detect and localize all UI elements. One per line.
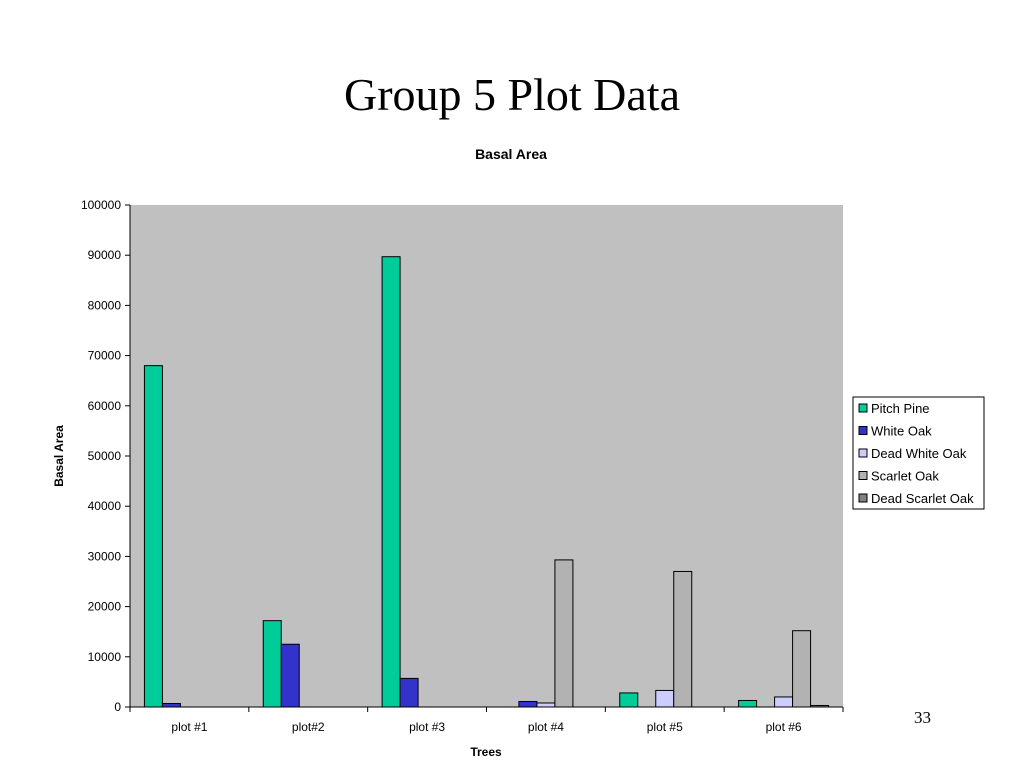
legend-label: White Oak [871, 424, 932, 439]
bars-group [143, 256, 830, 708]
bar-scarlet-oak [673, 570, 693, 708]
legend: Pitch Pine White Oak Dead White Oak Scarlet… [852, 396, 985, 510]
y-tick-label: 20000 [88, 600, 122, 614]
legend-label: Dead Scarlet Oak [871, 491, 974, 506]
y-tick-label: 10000 [88, 650, 122, 664]
bar-white-oak [280, 643, 300, 708]
x-tick-label: plot #4 [528, 720, 564, 734]
y-tick-label: 70000 [88, 349, 122, 363]
bar-pitch-pine [381, 256, 401, 708]
bar-white-oak [518, 700, 538, 708]
y-tick-label: 60000 [88, 399, 122, 413]
y-tick-label: 30000 [88, 549, 122, 563]
bar-scarlet-oak [792, 630, 812, 708]
legend-label: Dead White Oak [871, 446, 967, 461]
page-number: 33 [914, 708, 931, 727]
bar-white-oak [161, 702, 181, 708]
legend-swatch [858, 471, 868, 480]
x-tick-label: plot#2 [292, 720, 325, 734]
x-axis-label: Trees [470, 745, 502, 759]
x-tick-label: plot #6 [766, 720, 802, 734]
y-tick-label: 0 [114, 700, 121, 714]
legend-label: Scarlet Oak [871, 469, 939, 484]
y-axis-label: Basal Area [52, 425, 66, 487]
x-tick-label: plot #5 [647, 720, 683, 734]
bar-scarlet-oak [554, 559, 574, 708]
legend-swatch [858, 403, 868, 413]
x-tick-label: plot #3 [409, 720, 445, 734]
y-tick-label: 80000 [88, 298, 122, 312]
bar-pitch-pine [143, 365, 163, 708]
legend-swatch [858, 426, 868, 435]
bar-white-oak [399, 677, 419, 708]
bar-dead-scarlet-oak [810, 704, 830, 708]
y-axis: 0 10000 20000 30000 40000 50000 60000 70000 8000… [81, 198, 131, 714]
legend-swatch [858, 493, 868, 503]
legend-box [852, 396, 985, 510]
y-tick-label: 90000 [88, 248, 122, 262]
bar-pitch-pine [738, 699, 758, 708]
x-axis: plot #1 plot#2 plot #3 plot #4 plot #5 plot #… [129, 706, 844, 734]
bar-pitch-pine [619, 692, 639, 708]
y-tick-label: 40000 [88, 499, 122, 513]
bar-dead-white-oak [655, 689, 675, 708]
chart-title: Basal Area [475, 146, 547, 162]
legend-swatch [858, 448, 868, 458]
bar-dead-white-oak [774, 696, 794, 708]
bar-dead-white-oak [536, 702, 556, 708]
plot-area [130, 205, 843, 707]
bar-pitch-pine [262, 620, 282, 708]
y-tick-label: 100000 [81, 198, 121, 212]
y-tick-label: 50000 [88, 449, 122, 463]
x-tick-label: plot #1 [171, 720, 207, 734]
slide-title: Group 5 Plot Data [343, 69, 680, 120]
legend-label: Pitch Pine [871, 401, 930, 416]
